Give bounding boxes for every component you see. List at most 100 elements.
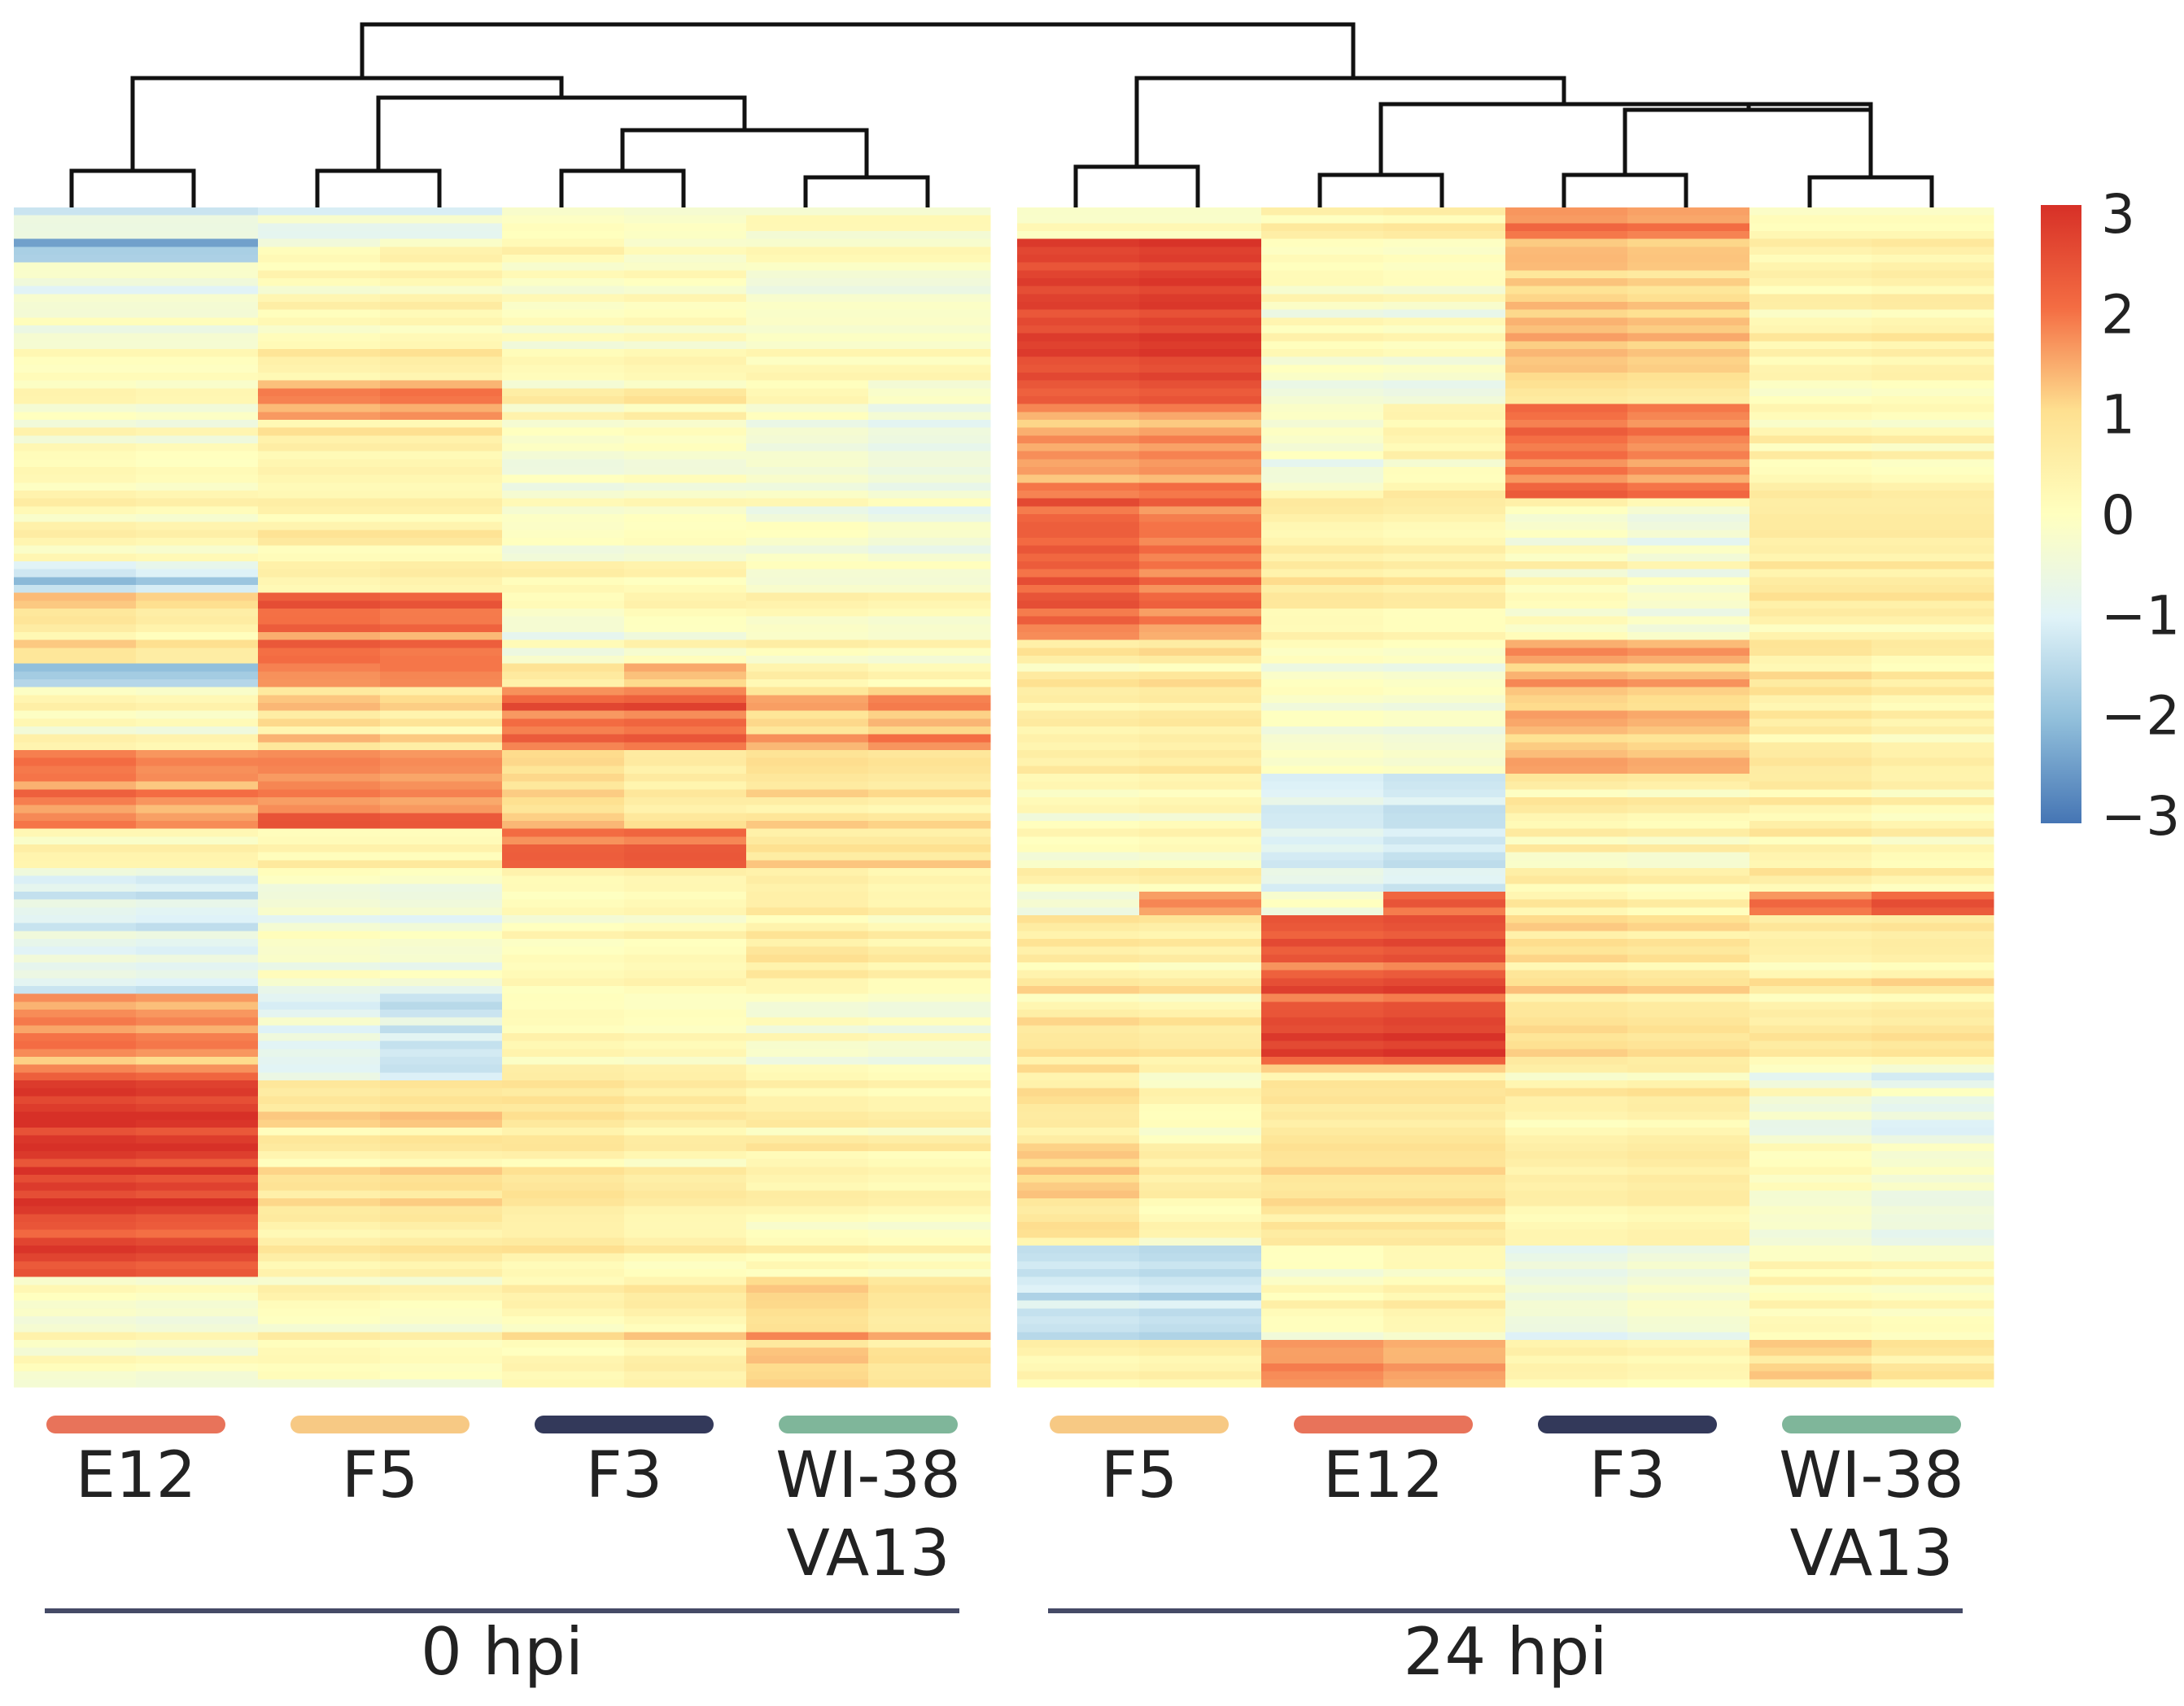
- heatmap-cell: [1139, 356, 1262, 365]
- heatmap-cell: [1627, 1111, 1750, 1120]
- heatmap-cell: [502, 1253, 625, 1262]
- heatmap-cell: [14, 553, 137, 562]
- heatmap-cell: [746, 1104, 869, 1113]
- heatmap-cell: [1627, 255, 1750, 264]
- heatmap-cell: [746, 1151, 869, 1160]
- heatmap-cell: [502, 585, 625, 594]
- heatmap-cell: [14, 923, 137, 932]
- heatmap-cell: [624, 656, 747, 665]
- heatmap-cell: [1872, 1088, 1994, 1097]
- heatmap-cell: [624, 1057, 747, 1066]
- heatmap-cell: [1383, 498, 1506, 507]
- heatmap-cell: [746, 923, 869, 932]
- heatmap-cell: [1627, 1064, 1750, 1073]
- heatmap-cell: [380, 923, 503, 932]
- heatmap-cell: [136, 1379, 259, 1388]
- heatmap-cell: [1139, 238, 1262, 247]
- heatmap-cell: [502, 451, 625, 460]
- heatmap-cell: [1261, 1072, 1384, 1081]
- heatmap-cell: [1505, 836, 1628, 845]
- heatmap-cell: [1139, 1316, 1262, 1325]
- heatmap-cell: [746, 915, 869, 924]
- heatmap-cell: [1749, 585, 1872, 594]
- heatmap-cell: [258, 1237, 381, 1246]
- heatmap-cell: [380, 294, 503, 303]
- heatmap-cell: [1383, 1119, 1506, 1128]
- heatmap-cell: [1139, 1246, 1262, 1254]
- heatmap-cell: [868, 443, 991, 452]
- color-scale-tick-label: −2: [2101, 685, 2180, 748]
- heatmap-cell: [136, 836, 259, 845]
- dendrogram-link-0hpi-low: [620, 128, 869, 177]
- dendrogram-link-24hpi-f3: [1562, 172, 1688, 207]
- heatmap-cell: [1383, 844, 1506, 853]
- heatmap-cell: [1261, 789, 1384, 798]
- heatmap-cell: [1139, 482, 1262, 491]
- heatmap-cell: [1139, 207, 1262, 216]
- heatmap-cell: [1627, 1237, 1750, 1246]
- heatmap-cell: [1872, 435, 1994, 444]
- heatmap-cell: [1139, 1363, 1262, 1372]
- heatmap-cell: [1749, 1175, 1872, 1184]
- heatmap-cell: [502, 821, 625, 830]
- heatmap-cell: [1749, 1269, 1872, 1278]
- heatmap-cell: [1017, 813, 1140, 822]
- heatmap-cell: [136, 1332, 259, 1341]
- heatmap-cell: [746, 931, 869, 940]
- heatmap-cell: [624, 538, 747, 547]
- heatmap-cell: [868, 506, 991, 515]
- heatmap-cell: [1627, 1049, 1750, 1058]
- heatmap-cell: [1505, 726, 1628, 735]
- heatmap-cell: [14, 1355, 137, 1364]
- heatmap-cell: [136, 860, 259, 869]
- heatmap-cell: [14, 679, 137, 688]
- heatmap-cell: [624, 1269, 747, 1278]
- heatmap-cell: [1627, 774, 1750, 783]
- heatmap-cell: [1017, 412, 1140, 421]
- heatmap-cell: [1749, 1222, 1872, 1231]
- heatmap-cell: [1749, 435, 1872, 444]
- heatmap-cell: [1017, 986, 1140, 995]
- heatmap-cell: [1872, 679, 1994, 688]
- heatmap-cell: [1017, 970, 1140, 979]
- heatmap-cell: [1383, 530, 1506, 539]
- heatmap-cell: [1139, 962, 1262, 971]
- heatmap-cell: [1261, 663, 1384, 672]
- heatmap-cell: [1139, 270, 1262, 279]
- heatmap-cell: [1261, 1293, 1384, 1302]
- heatmap-cell: [624, 1182, 747, 1191]
- heatmap-cell: [1505, 648, 1628, 657]
- heatmap-cell: [1017, 491, 1140, 500]
- group-color-bar: [1538, 1416, 1717, 1433]
- heatmap-cell: [1872, 333, 1994, 342]
- heatmap-cell: [1505, 427, 1628, 436]
- heatmap-cell: [1627, 1347, 1750, 1356]
- heatmap-cell: [624, 813, 747, 822]
- heatmap-cell: [380, 954, 503, 963]
- heatmap-cell: [1383, 1198, 1506, 1207]
- heatmap-cell: [1139, 577, 1262, 586]
- heatmap-cell: [746, 1001, 869, 1010]
- heatmap-cell: [746, 726, 869, 735]
- heatmap-cell: [14, 821, 137, 830]
- heatmap-cell: [14, 1371, 137, 1380]
- heatmap-cell: [1017, 915, 1140, 924]
- heatmap-cell: [1505, 1214, 1628, 1223]
- heatmap-cell: [1627, 577, 1750, 586]
- heatmap-cell: [1627, 789, 1750, 798]
- color-scale-bar: [2041, 205, 2081, 823]
- heatmap-cell: [14, 1088, 137, 1097]
- heatmap-cell: [258, 561, 381, 570]
- heatmap-cell: [624, 609, 747, 617]
- heatmap-cell: [1261, 962, 1384, 971]
- heatmap-cell: [1017, 1033, 1140, 1042]
- heatmap-cell: [1017, 1111, 1140, 1120]
- heatmap-cell: [1017, 836, 1140, 845]
- heatmap-cell: [868, 231, 991, 240]
- heatmap-cell: [624, 1237, 747, 1246]
- heatmap-cell: [1139, 231, 1262, 240]
- heatmap-cell: [14, 223, 137, 232]
- heatmap-cell: [258, 656, 381, 665]
- heatmap-cell: [1872, 1347, 1994, 1356]
- heatmap-cell: [1139, 946, 1262, 955]
